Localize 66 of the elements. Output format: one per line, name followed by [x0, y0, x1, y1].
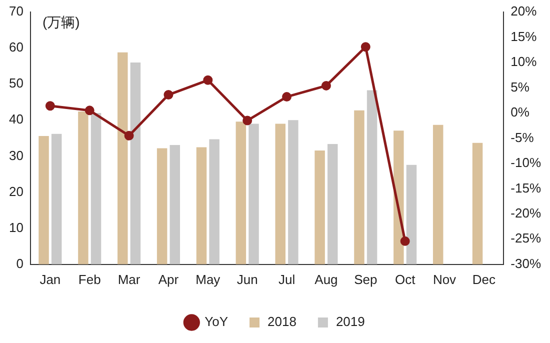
bar [314, 150, 325, 264]
point [360, 42, 370, 52]
point [282, 92, 292, 102]
x-tick-label: Dec [472, 272, 496, 287]
point [400, 236, 410, 246]
bar [354, 110, 364, 264]
point [84, 106, 94, 116]
bar [406, 164, 417, 264]
legend-label: 2019 [336, 314, 365, 330]
bar [327, 144, 338, 264]
x-tick-label: Oct [394, 272, 416, 287]
bar [275, 124, 286, 264]
x-tick-label: Aug [314, 272, 338, 287]
x-tick-label: Jan [40, 272, 61, 287]
y2-tick-label: -20% [510, 206, 542, 220]
point [164, 90, 174, 100]
y2-tick-label: -30% [510, 256, 542, 271]
y2-tick-label: 10% [510, 54, 538, 70]
bar [196, 147, 207, 264]
annotation: (万辆) [42, 14, 80, 30]
bar [236, 122, 246, 264]
y2-tick-label: 15% [510, 28, 538, 44]
x-tick-label: Sep [354, 272, 378, 287]
point [124, 130, 134, 140]
legend-label: 2018 [268, 314, 296, 330]
y2-tick-label: -25% [510, 230, 542, 246]
x-tick-label: Jul [278, 272, 296, 287]
bar [248, 124, 259, 264]
bar [209, 139, 220, 264]
y2-tick-label: -5% [510, 130, 534, 145]
bar [38, 136, 49, 264]
bar [472, 142, 483, 264]
bar [51, 134, 62, 264]
y-tick-label: 30 [8, 148, 24, 163]
bar [130, 62, 141, 264]
y-tick-label: 60 [8, 40, 24, 55]
point [203, 75, 213, 85]
y2-tick-label: 5% [510, 79, 530, 94]
y2-tick-label: -10% [510, 155, 542, 170]
bar [78, 112, 88, 264]
bar [288, 120, 298, 264]
x-tick-label: Nov [432, 272, 457, 287]
x-tick-label: Apr [158, 272, 180, 287]
x-tick-label: May [196, 272, 221, 287]
bar [156, 148, 168, 264]
y2-tick-label: 0% [510, 104, 530, 120]
point [242, 116, 252, 126]
point [45, 101, 55, 111]
x-tick-label: Feb [78, 272, 101, 287]
x-tick-label: Mar [118, 272, 141, 287]
y-tick-label: 0 [16, 256, 24, 271]
y-tick-label: 40 [8, 112, 24, 127]
y-tick-label: 20 [8, 184, 24, 199]
point [321, 80, 331, 90]
y2-tick-label: -15% [510, 180, 542, 196]
bar [432, 124, 444, 264]
bar [118, 52, 128, 264]
bar [366, 90, 378, 264]
bar [90, 112, 102, 264]
y2-tick-label: 20% [510, 4, 538, 19]
x-tick-label: Jun [236, 272, 258, 287]
legend-label: YoY [204, 314, 228, 330]
y-tick-label: 50 [8, 76, 24, 91]
bar [170, 145, 180, 264]
y-tick-label: 10 [8, 220, 24, 235]
y-tick-label: 70 [8, 4, 24, 19]
